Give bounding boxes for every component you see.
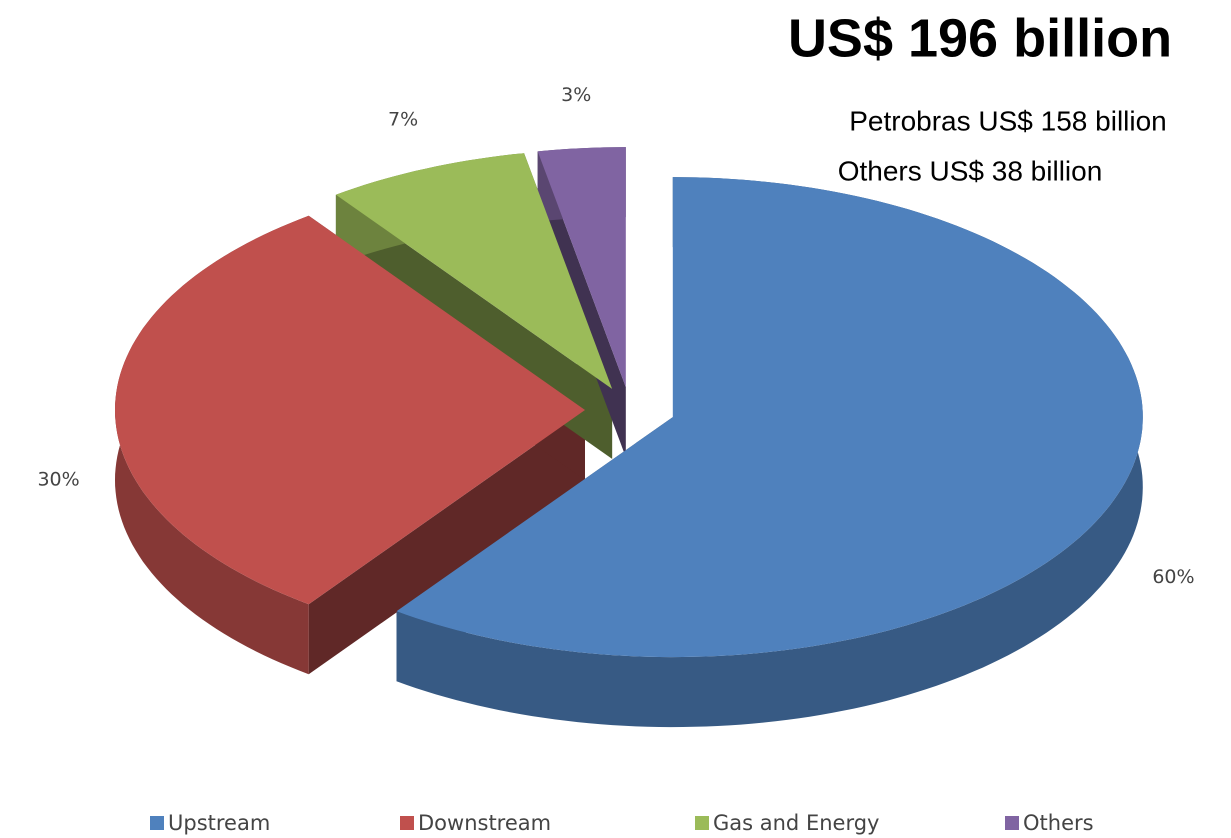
data-label: 7% — [388, 109, 418, 131]
annotation: Others US$ 38 billion — [838, 155, 1103, 186]
slice — [115, 215, 585, 605]
legend-swatch — [1005, 816, 1019, 830]
legend-label: Gas and Energy — [713, 811, 879, 835]
data-label: 30% — [37, 469, 79, 491]
legend-label: Upstream — [168, 811, 270, 835]
legend-label: Others — [1023, 811, 1094, 835]
chart-title: US$ 196 billion — [788, 8, 1172, 68]
legend-label: Downstream — [418, 811, 551, 835]
slice — [396, 177, 1143, 658]
legend-swatch — [400, 816, 414, 830]
slice-side — [308, 410, 585, 675]
annotation: Petrobras US$ 158 billion — [849, 105, 1167, 136]
slice — [537, 147, 626, 388]
legend-swatch — [695, 816, 709, 830]
data-label: 60% — [1152, 566, 1194, 588]
slice-side — [396, 177, 1143, 728]
legend-swatch — [150, 816, 164, 830]
data-label: 3% — [561, 84, 591, 106]
slice — [335, 153, 613, 389]
